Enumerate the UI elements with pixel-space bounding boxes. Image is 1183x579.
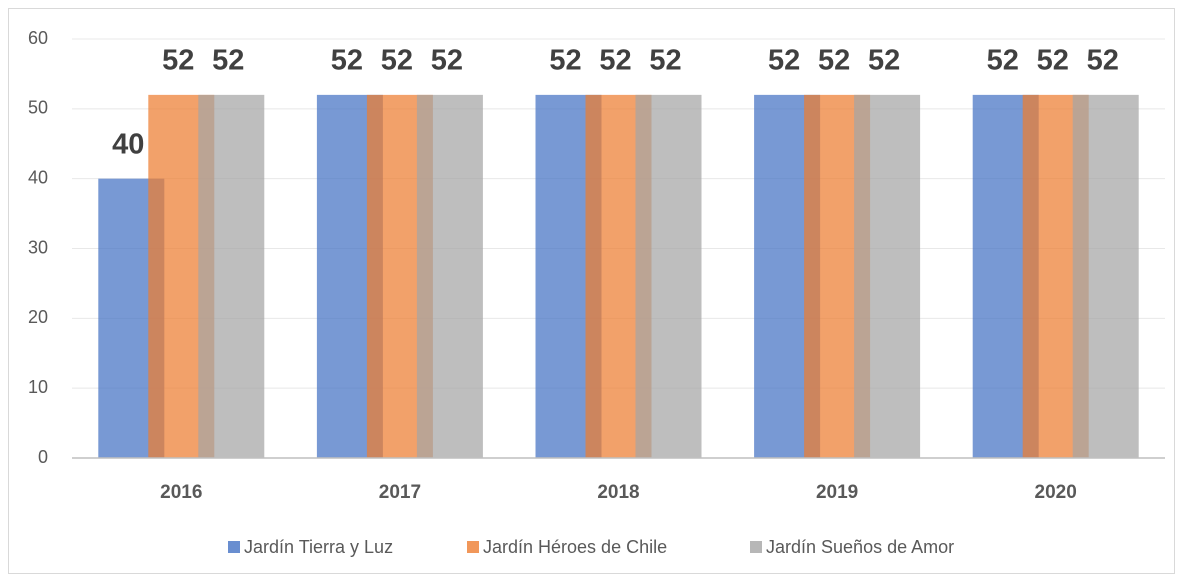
bar: [416, 94, 483, 458]
data-label: 52: [381, 45, 413, 77]
x-tick-label: 2016: [160, 482, 202, 503]
data-label: 52: [212, 45, 244, 77]
data-label: 52: [868, 45, 900, 77]
data-label: 52: [331, 45, 363, 77]
y-tick-label: 50: [28, 98, 48, 118]
y-tick-label: 20: [28, 307, 48, 327]
legend-swatch: [467, 541, 479, 553]
y-tick-label: 10: [28, 377, 48, 397]
x-tick-label: 2019: [816, 482, 858, 503]
data-label: 52: [818, 45, 850, 77]
x-tick-label: 2020: [1035, 482, 1077, 503]
data-label: 52: [768, 45, 800, 77]
x-tick-label: 2018: [597, 482, 639, 503]
legend-label: Jardín Héroes de Chile: [483, 537, 667, 557]
bar: [854, 94, 921, 458]
legend-swatch: [750, 541, 762, 553]
legend-label: Jardín Tierra y Luz: [244, 537, 393, 557]
data-label: 40: [112, 128, 144, 160]
data-label: 52: [599, 45, 631, 77]
data-label: 52: [649, 45, 681, 77]
legend-swatch: [228, 541, 240, 553]
data-label: 52: [431, 45, 463, 77]
data-label: 52: [1037, 45, 1069, 77]
y-tick-label: 40: [28, 167, 48, 187]
data-label: 52: [987, 45, 1019, 77]
x-tick-label: 2017: [379, 482, 421, 503]
legend-label: Jardín Sueños de Amor: [766, 537, 954, 557]
data-label: 52: [549, 45, 581, 77]
data-label: 52: [1087, 45, 1119, 77]
y-tick-label: 30: [28, 237, 48, 257]
bar: [198, 94, 265, 458]
y-tick-label: 0: [38, 447, 48, 467]
data-label: 52: [162, 45, 194, 77]
bar: [1072, 94, 1139, 458]
y-tick-label: 60: [28, 28, 48, 48]
bar: [635, 94, 702, 458]
